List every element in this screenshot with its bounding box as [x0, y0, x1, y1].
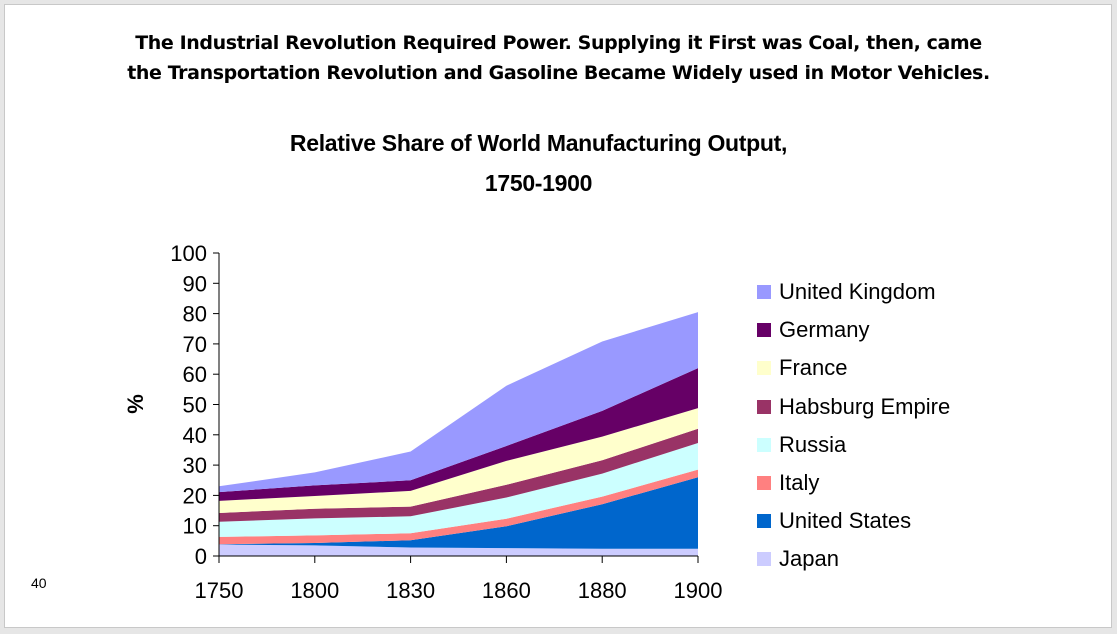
chart-legend: United Kingdom Germany France Habsburg Empi… [757, 273, 950, 579]
legend-item-germany: Germany [757, 311, 950, 349]
chart-subtitle: 1750-1900 [484, 170, 593, 196]
legend-label: Habsburg Empire [779, 393, 951, 419]
slide-heading: The Industrial Revolution Required Power… [0, 28, 1117, 88]
area-japan [219, 544, 698, 556]
legend-label: United States [779, 508, 912, 534]
legend-item-russia: Russia [757, 426, 950, 464]
legend-label: Germany [779, 317, 870, 343]
x-tick-label: 1880 [578, 578, 627, 603]
area-germany [219, 368, 698, 501]
chart-title-block: Relative Share of World Manufacturing Ou… [0, 123, 1077, 203]
slide-heading-line-1: The Industrial Revolution Required Power… [135, 32, 982, 54]
y-tick-label: 100 [170, 241, 207, 266]
y-tick-label: 40 [183, 423, 207, 448]
y-tick-label: 90 [183, 271, 207, 296]
legend-swatch [757, 514, 771, 529]
area-france [219, 408, 698, 513]
legend-item-japan: Japan [757, 540, 950, 578]
x-tick-label: 1900 [674, 578, 723, 603]
legend-swatch [757, 285, 771, 300]
x-tick-label: 1860 [482, 578, 531, 603]
y-tick-label: 30 [183, 453, 207, 478]
legend-swatch [757, 476, 771, 491]
x-tick-label: 1750 [195, 578, 244, 603]
y-tick-label: 10 [183, 514, 207, 539]
legend-label: Japan [779, 546, 839, 572]
area-habsburg-empire [219, 428, 698, 522]
legend-item-united-states: United States [757, 502, 950, 540]
area-united-states [219, 477, 698, 549]
legend-item-united-kingdom: United Kingdom [757, 273, 950, 311]
y-tick-label: 60 [183, 362, 207, 387]
legend-label: Russia [779, 431, 847, 457]
axes-group: 0 10 20 30 40 50 60 70 80 90 100 1750 1800 1830 1860 18… [170, 241, 722, 603]
legend-swatch [757, 437, 771, 452]
legend-swatch [757, 323, 771, 338]
area-united-kingdom [219, 312, 698, 493]
chart-title: Relative Share of World Manufacturing Ou… [289, 130, 788, 156]
slide-heading-line-2: the Transportation Revolution and Gasoli… [127, 62, 990, 84]
y-tick-label: 20 [183, 483, 207, 508]
area-italy [219, 469, 698, 545]
area-russia [219, 443, 698, 537]
legend-swatch [757, 552, 771, 567]
page-number: 40 [31, 575, 47, 591]
legend-label: Italy [779, 470, 820, 496]
area-series-group [219, 312, 698, 556]
y-tick-label: 80 [183, 302, 207, 327]
x-tick-label: 1800 [290, 578, 339, 603]
legend-item-habsburg-empire: Habsburg Empire [757, 388, 950, 426]
y-axis-label: % [123, 394, 148, 414]
legend-swatch [757, 361, 771, 376]
y-tick-label: 0 [195, 544, 207, 569]
x-tick-label: 1830 [386, 578, 435, 603]
legend-item-italy: Italy [757, 464, 950, 502]
legend-label: United Kingdom [779, 279, 936, 305]
legend-item-france: France [757, 349, 950, 387]
legend-label: France [779, 355, 848, 381]
legend-swatch [757, 399, 771, 414]
y-tick-label: 50 [183, 393, 207, 418]
y-tick-label: 70 [183, 332, 207, 357]
